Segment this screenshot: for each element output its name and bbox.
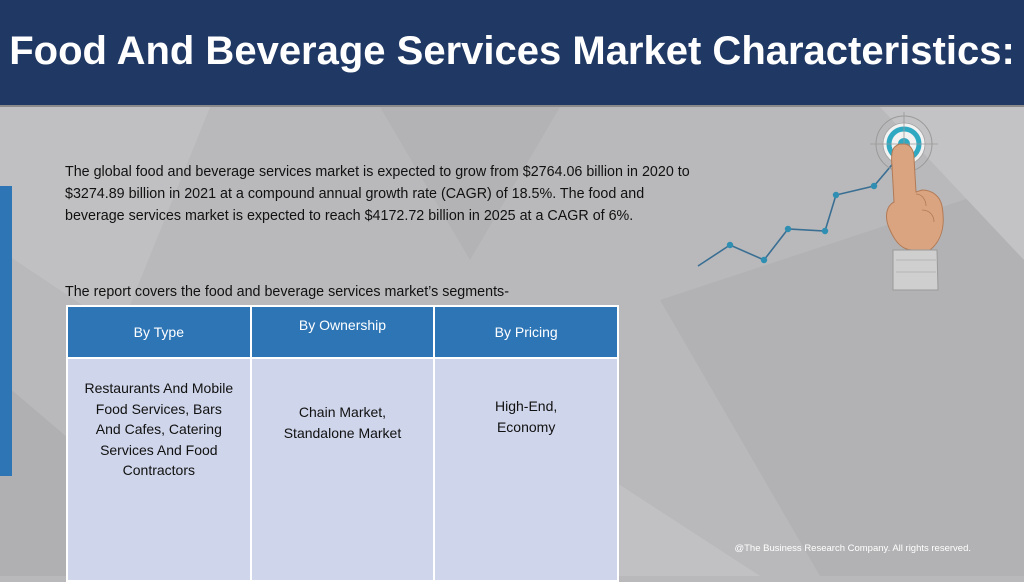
segments-body-row: Restaurants And Mobile Food Services, Ba… (66, 357, 619, 582)
column-header-pricing: By Pricing (433, 305, 619, 359)
growth-line-icon (697, 159, 897, 267)
cell-ownership-values: Chain Market, Standalone Market (249, 357, 436, 582)
copyright-footer: @The Business Research Company. All righ… (734, 543, 971, 554)
column-header-type: By Type (66, 305, 252, 359)
header-bar: Food And Beverage Services Market Charac… (0, 0, 1024, 107)
cell-type-values: Restaurants And Mobile Food Services, Ba… (66, 357, 252, 582)
segments-lead-text: The report covers the food and beverage … (65, 284, 509, 300)
segments-table: By Type By Ownership By Pricing Restaura… (66, 305, 619, 582)
cell-pricing-values: High-End, Economy (433, 357, 619, 582)
intro-paragraph: The global food and beverage services ma… (65, 164, 690, 224)
segments-header-row: By Type By Ownership By Pricing (66, 305, 619, 359)
finger-pointing-target-icon (697, 112, 944, 291)
column-header-ownership: By Ownership (249, 305, 436, 359)
page-title: Food And Beverage Services Market Charac… (9, 29, 1015, 73)
left-accent-bar (0, 186, 12, 476)
hand-icon (886, 143, 944, 291)
